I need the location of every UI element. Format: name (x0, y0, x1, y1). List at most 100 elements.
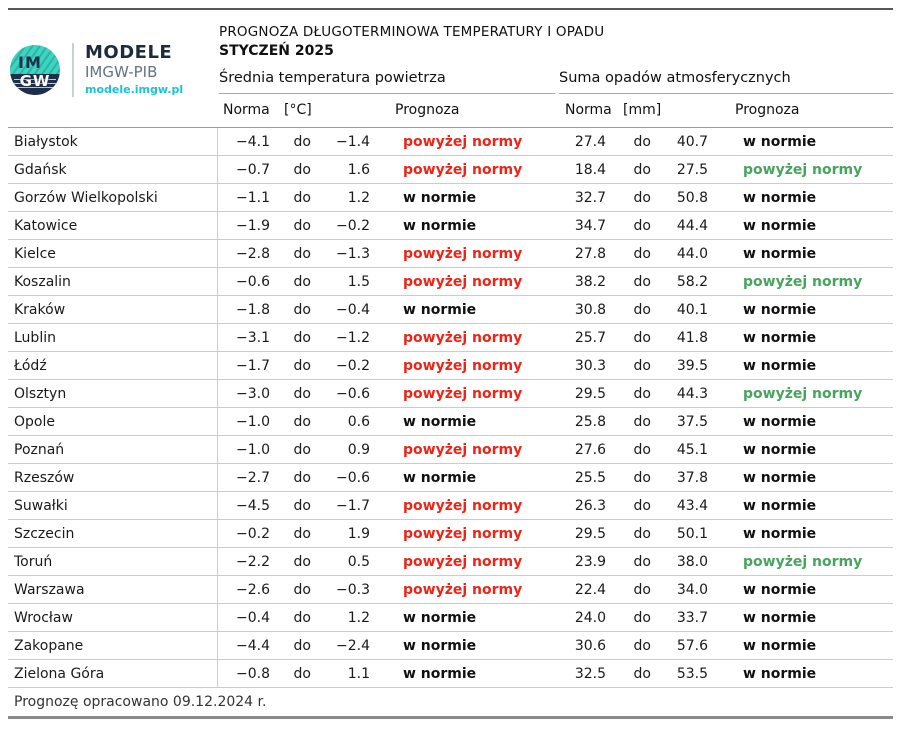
header-logo-cell: IM GW MODELE IMGW-PIB modele.imgw.pl (8, 10, 219, 127)
temp-forecast-label: w normie (403, 413, 477, 430)
temp-range-separator: do (293, 189, 311, 206)
table-row: Suwałki −4.5 do −1.7 powyżej normy 26.3 … (8, 492, 893, 520)
precip-range-separator: do (633, 665, 651, 682)
temp-forecast-label: powyżej normy (403, 273, 523, 290)
logo-gw-text: GW (19, 72, 51, 90)
city-name: Białystok (14, 133, 78, 150)
temp-forecast-label: powyżej normy (403, 161, 523, 178)
temp-forecast-label: w normie (403, 301, 477, 318)
temp-norm-max: 0.9 (347, 441, 370, 458)
temp-range-separator: do (293, 245, 311, 262)
temp-norm-max: 1.2 (347, 609, 370, 626)
temp-column-headers: Norma [°C] Prognoza (219, 94, 555, 127)
temp-range-separator: do (293, 525, 311, 542)
temp-norm-max: 1.9 (347, 525, 370, 542)
temp-norm-max: −0.6 (336, 385, 370, 402)
precip-norm-max: 40.7 (676, 133, 708, 150)
precip-range-separator: do (633, 189, 651, 206)
precip-forecast-label: w normie (743, 357, 817, 374)
precip-norm-max: 44.0 (676, 245, 708, 262)
temp-norm-min: −3.1 (236, 329, 270, 346)
temp-forecast-label: powyżej normy (403, 357, 523, 374)
temp-norm-min: −0.8 (236, 665, 270, 682)
precip-range-separator: do (633, 301, 651, 318)
logo-subbrand: IMGW-PIB (85, 62, 158, 81)
precip-norm-min: 30.3 (574, 357, 606, 374)
temp-norm-max: −1.3 (336, 245, 370, 262)
table-row: Opole −1.0 do 0.6 w normie 25.8 do 37.5 … (8, 408, 893, 436)
temp-norm-min: −4.4 (236, 637, 270, 654)
precip-range-separator: do (633, 217, 651, 234)
city-name: Olsztyn (14, 385, 67, 402)
city-name: Koszalin (14, 273, 71, 290)
table-row: Koszalin −0.6 do 1.5 powyżej normy 38.2 … (8, 268, 893, 296)
temp-norm-min: −2.6 (236, 581, 270, 598)
precip-norm-max: 41.8 (676, 329, 708, 346)
table-row: Lublin −3.1 do −1.2 powyżej normy 25.7 d… (8, 324, 893, 352)
temp-forecast-label: w normie (403, 637, 477, 654)
precip-range-separator: do (633, 385, 651, 402)
temp-norm-max: −1.2 (336, 329, 370, 346)
temp-range-separator: do (293, 413, 311, 430)
table-row: Szczecin −0.2 do 1.9 powyżej normy 29.5 … (8, 520, 893, 548)
precip-forecast-label: w normie (743, 525, 817, 542)
precip-norm-max: 58.2 (676, 273, 708, 290)
temp-norm-min: −2.7 (236, 469, 270, 486)
temp-norm-max: 1.2 (347, 189, 370, 206)
precip-norm-max: 33.7 (676, 609, 708, 626)
temp-forecast-label: powyżej normy (403, 245, 523, 262)
header-titles: PROGNOZA DŁUGOTERMINOWA TEMPERATURY I OP… (219, 10, 893, 127)
temp-norm-max: −0.6 (336, 469, 370, 486)
temp-range-separator: do (293, 217, 311, 234)
precip-norm-min: 26.3 (574, 497, 606, 514)
table-row: Kielce −2.8 do −1.3 powyżej normy 27.8 d… (8, 240, 893, 268)
table-row: Wrocław −0.4 do 1.2 w normie 24.0 do 33.… (8, 604, 893, 632)
precip-forecast-label: powyżej normy (743, 273, 863, 290)
logo-url-link[interactable]: modele.imgw.pl (85, 82, 184, 96)
precip-forecast-label: w normie (743, 413, 817, 430)
temp-norm-min: −0.2 (236, 525, 270, 542)
temp-range-separator: do (293, 133, 311, 150)
temp-range-separator: do (293, 581, 311, 598)
temp-norm-min: −4.5 (236, 497, 270, 514)
precip-forecast-label: w normie (743, 441, 817, 458)
temp-norm-max: −2.4 (336, 637, 370, 654)
precip-range-separator: do (633, 525, 651, 542)
temp-norm-max: 0.5 (347, 553, 370, 570)
precip-norm-min: 23.9 (574, 553, 606, 570)
temp-range-separator: do (293, 273, 311, 290)
logo-text: MODELE IMGW-PIB modele.imgw.pl (85, 43, 184, 96)
temp-forecast-label: powyżej normy (403, 441, 523, 458)
precip-norm-max: 34.0 (676, 581, 708, 598)
temp-forecast-label: powyżej normy (403, 329, 523, 346)
temp-range-separator: do (293, 385, 311, 402)
precip-norm-max: 37.8 (676, 469, 708, 486)
temp-range-separator: do (293, 497, 311, 514)
table-row: Katowice −1.9 do −0.2 w normie 34.7 do 4… (8, 212, 893, 240)
precip-norm-min: 25.7 (574, 329, 606, 346)
table-row: Rzeszów −2.7 do −0.6 w normie 25.5 do 37… (8, 464, 893, 492)
temp-norm-max: −1.7 (336, 497, 370, 514)
imgw-logo: IM GW MODELE IMGW-PIB modele.imgw.pl (10, 43, 219, 97)
temp-range-separator: do (293, 665, 311, 682)
precip-norm-max: 37.5 (676, 413, 708, 430)
precip-range-separator: do (633, 245, 651, 262)
precip-forecast-label: w normie (743, 133, 817, 150)
column-headers: Norma [°C] Prognoza Norma [mm] Prognoza (219, 94, 893, 127)
precip-norm-min: 25.5 (574, 469, 606, 486)
precip-forecast-label: w normie (743, 637, 817, 654)
temp-unit-header: [°C] (284, 102, 312, 118)
temp-norm-min: −3.0 (236, 385, 270, 402)
temp-norm-max: −0.3 (336, 581, 370, 598)
temp-forecast-label: powyżej normy (403, 553, 523, 570)
precip-forecast-label: w normie (743, 497, 817, 514)
precip-norm-max: 45.1 (676, 441, 708, 458)
precip-range-separator: do (633, 441, 651, 458)
city-name: Suwałki (14, 497, 68, 514)
precip-forecast-label: w normie (743, 665, 817, 682)
precip-forecast-label: w normie (743, 609, 817, 626)
precip-norm-min: 38.2 (574, 273, 606, 290)
temp-norm-min: −0.7 (236, 161, 270, 178)
precip-norm-min: 29.5 (574, 385, 606, 402)
